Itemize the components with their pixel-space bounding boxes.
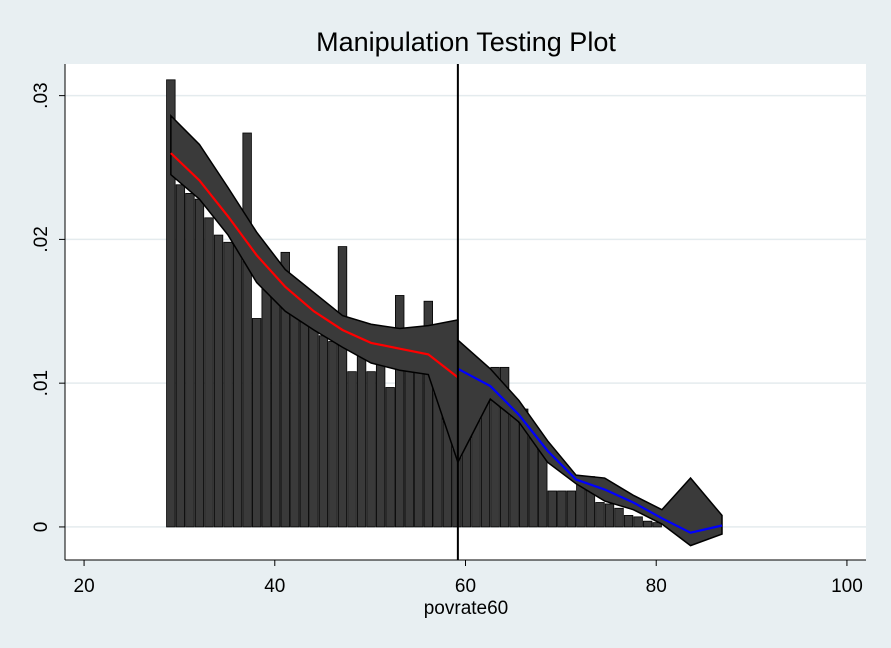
x-tick-label: 80: [646, 576, 667, 597]
x-tick-label: 60: [455, 576, 476, 597]
histogram-bar: [385, 387, 395, 528]
histogram-bar: [509, 402, 519, 528]
histogram-bar: [280, 251, 290, 528]
histogram-bar: [185, 192, 195, 528]
histogram-bar: [309, 323, 319, 528]
y-tick-label: .03: [31, 82, 52, 108]
histogram-bar: [423, 300, 434, 528]
x-axis-label: povrate60: [424, 598, 509, 619]
y-axis-ticks: 0 .01 .02 .03: [31, 82, 65, 532]
histogram-bar: [395, 295, 405, 528]
histogram-bar: [623, 515, 634, 528]
histogram-bar: [318, 335, 329, 528]
right-confidence-band: [457, 338, 723, 547]
histogram-bar: [595, 502, 605, 528]
histogram-bar: [366, 371, 376, 528]
histogram-bar: [328, 341, 338, 528]
histogram-bar: [652, 522, 662, 528]
x-axis-ticks: 20 40 60 80 100: [74, 560, 863, 597]
histogram-bar: [251, 318, 262, 528]
x-tick-label: 100: [831, 576, 863, 597]
histogram-bar: [223, 241, 233, 528]
y-tick-label: .01: [31, 370, 52, 396]
x-tick-label: 40: [264, 576, 285, 597]
histogram-bar: [566, 490, 577, 528]
histogram-bar: [232, 243, 243, 528]
histogram-bar: [347, 371, 357, 528]
histogram-bar: [242, 132, 252, 528]
histogram-bar: [271, 290, 281, 528]
histogram-bar: [604, 503, 615, 528]
histogram-bar: [614, 507, 624, 528]
histogram-bar: [337, 246, 348, 528]
histogram-bar: [547, 490, 557, 528]
y-tick-label: 0: [31, 522, 52, 533]
histogram-bar: [375, 361, 386, 528]
histogram-bar: [213, 234, 224, 528]
right-fit-line: [457, 367, 723, 534]
histogram-bar: [261, 270, 271, 528]
histogram-bar: [299, 319, 310, 528]
histogram-bar: [633, 516, 643, 528]
histogram-bar: [166, 79, 176, 528]
histogram-bar: [194, 198, 205, 528]
histogram-bar: [557, 490, 567, 528]
x-tick-label: 20: [74, 576, 95, 597]
histogram-bar: [404, 368, 414, 528]
histogram-bar: [499, 366, 510, 528]
histogram-bar: [204, 217, 214, 528]
left-fit-line: [170, 152, 459, 379]
histogram-bar: [175, 184, 186, 528]
y-tick-label: .02: [31, 226, 52, 252]
fit-lines: [170, 152, 723, 534]
chart-title: Manipulation Testing Plot: [316, 27, 616, 57]
histogram-bar: [642, 520, 653, 528]
histogram-bar: [490, 366, 500, 528]
histogram-bar: [356, 351, 367, 528]
histogram-bar: [414, 369, 424, 528]
histogram-bar: [290, 309, 300, 528]
